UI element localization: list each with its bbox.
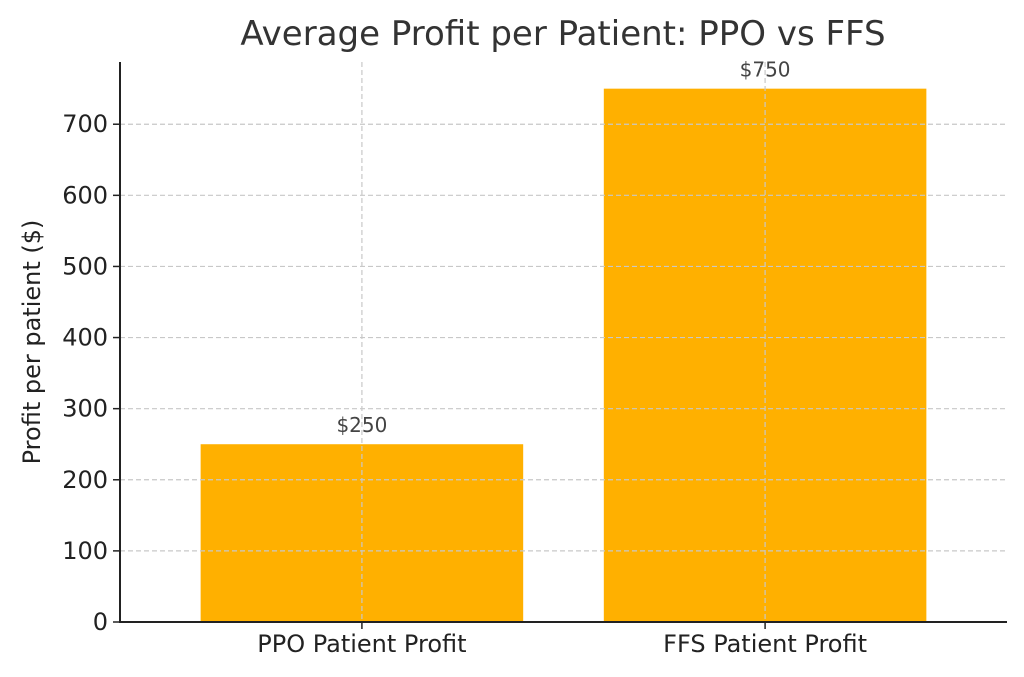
x-tick-label: PPO Patient Profit (257, 630, 466, 658)
y-tick-label: 100 (62, 537, 108, 565)
chart-title: Average Profit per Patient: PPO vs FFS (240, 14, 885, 54)
y-tick-label: 700 (62, 110, 108, 138)
x-tick-label: FFS Patient Profit (663, 630, 867, 658)
y-axis-label: Profit per patient ($) (18, 220, 46, 465)
data-label: $250 (336, 413, 387, 437)
y-tick-label: 300 (62, 395, 108, 423)
y-tick-label: 500 (62, 252, 108, 280)
y-tick-label: 200 (62, 466, 108, 494)
y-tick-label: 600 (62, 181, 108, 209)
data-label: $750 (740, 58, 791, 82)
y-tick-label: 0 (93, 608, 108, 636)
y-tick-label: 400 (62, 324, 108, 352)
